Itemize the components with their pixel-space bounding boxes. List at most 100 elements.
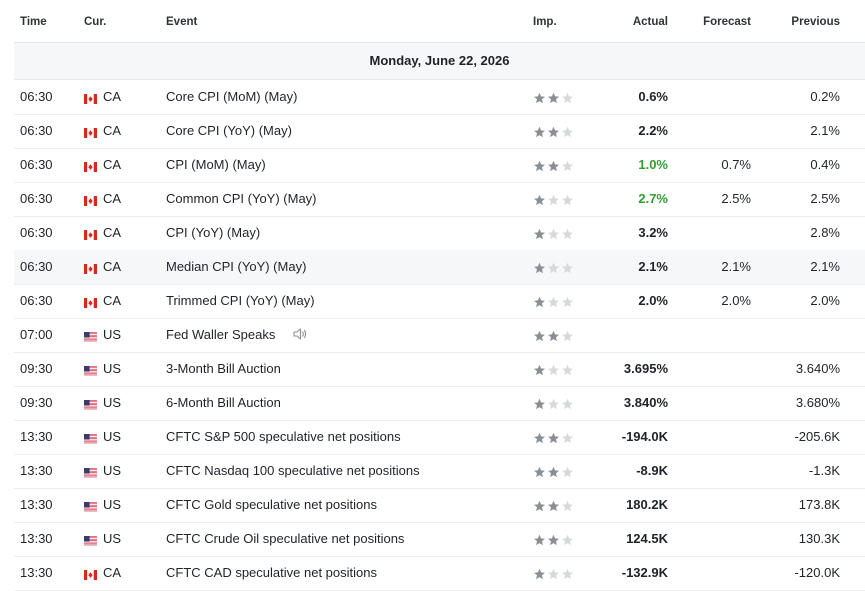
event-name[interactable]: Core CPI (YoY) (May) bbox=[166, 123, 292, 138]
table-row[interactable]: 13:30 US CFTC Gold speculative net positio… bbox=[14, 488, 865, 523]
table-row[interactable]: 06:30 CA Core CPI (MoM) (May) 0.6% 0.2% bbox=[14, 80, 865, 115]
table-row[interactable]: 06:30 CA CPI (MoM) (May) 1.0% 0.7% 0.4% bbox=[14, 148, 865, 183]
currency-code: US bbox=[103, 395, 122, 410]
importance-rating bbox=[533, 295, 575, 313]
star-icon bbox=[534, 568, 545, 580]
star-icon bbox=[548, 296, 559, 308]
table-row[interactable]: 07:00 US Fed Waller Speaks bbox=[14, 318, 865, 353]
event-name[interactable]: Fed Waller Speaks bbox=[166, 327, 276, 342]
star-icon bbox=[534, 194, 545, 206]
star-icon bbox=[562, 364, 573, 376]
canada-flag-icon bbox=[84, 193, 97, 206]
table-row[interactable]: 13:30 US CFTC Nasdaq 100 speculative net p… bbox=[14, 454, 865, 489]
event-name[interactable]: Common CPI (YoY) (May) bbox=[166, 191, 317, 206]
us-flag-icon bbox=[84, 533, 97, 546]
star-icon bbox=[548, 568, 559, 580]
event-name[interactable]: 6-Month Bill Auction bbox=[166, 395, 281, 410]
column-forecast[interactable]: Forecast bbox=[703, 16, 751, 28]
event-name[interactable]: CPI (YoY) (May) bbox=[166, 225, 261, 240]
event-name[interactable]: CFTC CAD speculative net positions bbox=[166, 565, 377, 580]
importance-rating bbox=[533, 91, 575, 109]
event-name[interactable]: CFTC Crude Oil speculative net positions bbox=[166, 531, 405, 546]
canada-flag-icon bbox=[84, 159, 97, 172]
table-row[interactable]: 06:30 CA Core CPI (YoY) (May) 2.2% 2.1% bbox=[14, 114, 865, 149]
event-name[interactable]: Core CPI (MoM) (May) bbox=[166, 89, 298, 104]
star-icon bbox=[562, 194, 573, 206]
table-row[interactable]: 06:30 CA Median CPI (YoY) (May) 2.1% 2.1% 2.1… bbox=[14, 250, 865, 285]
table-row[interactable]: 09:30 US 6-Month Bill Auction 3.840% 3.680% bbox=[14, 386, 865, 421]
previous-value: -1.3K bbox=[808, 463, 840, 478]
importance-rating bbox=[533, 159, 575, 177]
event-time: 06:30 bbox=[20, 293, 53, 308]
table-row[interactable]: 06:30 CA Common CPI (YoY) (May) 2.7% 2.5% 2.5… bbox=[14, 182, 865, 217]
column-previous[interactable]: Previous bbox=[791, 16, 840, 28]
event-time: 07:00 bbox=[20, 327, 53, 342]
star-icon bbox=[548, 534, 559, 546]
forecast-value: 2.5% bbox=[721, 191, 751, 206]
speaker-icon[interactable] bbox=[292, 327, 308, 346]
importance-rating bbox=[533, 431, 575, 449]
previous-value: 0.4% bbox=[810, 157, 840, 172]
importance-rating bbox=[533, 533, 575, 551]
us-flag-icon bbox=[84, 431, 97, 444]
event-name[interactable]: CFTC Nasdaq 100 speculative net position… bbox=[166, 463, 420, 478]
table-row[interactable]: 13:30 US CFTC S&P 500 speculative net posi… bbox=[14, 420, 865, 455]
actual-value: 2.1% bbox=[638, 259, 668, 274]
table-row[interactable]: 13:30 CA CFTC CAD speculative net position… bbox=[14, 556, 865, 591]
column-currency[interactable]: Cur. bbox=[84, 16, 107, 28]
star-icon bbox=[548, 398, 559, 410]
star-icon bbox=[562, 160, 573, 172]
event-name[interactable]: Trimmed CPI (YoY) (May) bbox=[166, 293, 315, 308]
event-name[interactable]: Median CPI (YoY) (May) bbox=[166, 259, 307, 274]
previous-value: -120.0K bbox=[794, 565, 840, 580]
forecast-value: 0.7% bbox=[721, 157, 751, 172]
star-icon bbox=[534, 534, 545, 546]
importance-rating bbox=[533, 125, 575, 143]
event-time: 06:30 bbox=[20, 123, 53, 138]
currency-code: CA bbox=[103, 123, 122, 138]
canada-flag-icon bbox=[84, 261, 97, 274]
event-name[interactable]: 3-Month Bill Auction bbox=[166, 361, 281, 376]
star-icon bbox=[534, 160, 545, 172]
currency-code: CA bbox=[103, 191, 122, 206]
currency-code: US bbox=[103, 463, 122, 478]
currency-code: CA bbox=[103, 225, 122, 240]
star-icon bbox=[548, 364, 559, 376]
column-actual[interactable]: Actual bbox=[632, 16, 668, 28]
column-event[interactable]: Event bbox=[166, 16, 198, 28]
event-time: 13:30 bbox=[20, 565, 53, 580]
star-icon bbox=[534, 398, 545, 410]
column-time[interactable]: Time bbox=[20, 16, 47, 28]
us-flag-icon bbox=[84, 499, 97, 512]
table-header: Time Cur. Event Imp. Actual Forecast Pre… bbox=[14, 0, 865, 43]
currency-code: CA bbox=[103, 565, 122, 580]
currency-code: US bbox=[103, 327, 122, 342]
importance-rating bbox=[533, 397, 575, 415]
star-icon bbox=[548, 432, 559, 444]
currency-code: US bbox=[103, 531, 122, 546]
star-icon bbox=[562, 296, 573, 308]
star-icon bbox=[562, 432, 573, 444]
column-importance[interactable]: Imp. bbox=[533, 16, 557, 28]
table-row[interactable]: 06:30 CA Trimmed CPI (YoY) (May) 2.0% 2.0% 2.… bbox=[14, 284, 865, 319]
table-row[interactable]: 13:30 US CFTC Crude Oil speculative net po… bbox=[14, 522, 865, 557]
star-icon bbox=[534, 262, 545, 274]
star-icon bbox=[534, 466, 545, 478]
importance-rating bbox=[533, 363, 575, 381]
event-time: 09:30 bbox=[20, 361, 53, 376]
importance-rating bbox=[533, 499, 575, 517]
currency-code: CA bbox=[103, 293, 122, 308]
forecast-value: 2.0% bbox=[721, 293, 751, 308]
star-icon bbox=[562, 330, 573, 342]
us-flag-icon bbox=[84, 397, 97, 410]
importance-rating bbox=[533, 227, 575, 245]
table-row[interactable]: 06:30 CA CPI (YoY) (May) 3.2% 2.8% bbox=[14, 216, 865, 251]
event-name[interactable]: CFTC S&P 500 speculative net positions bbox=[166, 429, 401, 444]
event-name[interactable]: CFTC Gold speculative net positions bbox=[166, 497, 377, 512]
previous-value: 2.1% bbox=[810, 259, 840, 274]
currency-code: US bbox=[103, 497, 122, 512]
event-name[interactable]: CPI (MoM) (May) bbox=[166, 157, 266, 172]
us-flag-icon bbox=[84, 465, 97, 478]
table-row[interactable]: 09:30 US 3-Month Bill Auction 3.695% 3.640% bbox=[14, 352, 865, 387]
star-icon bbox=[562, 398, 573, 410]
